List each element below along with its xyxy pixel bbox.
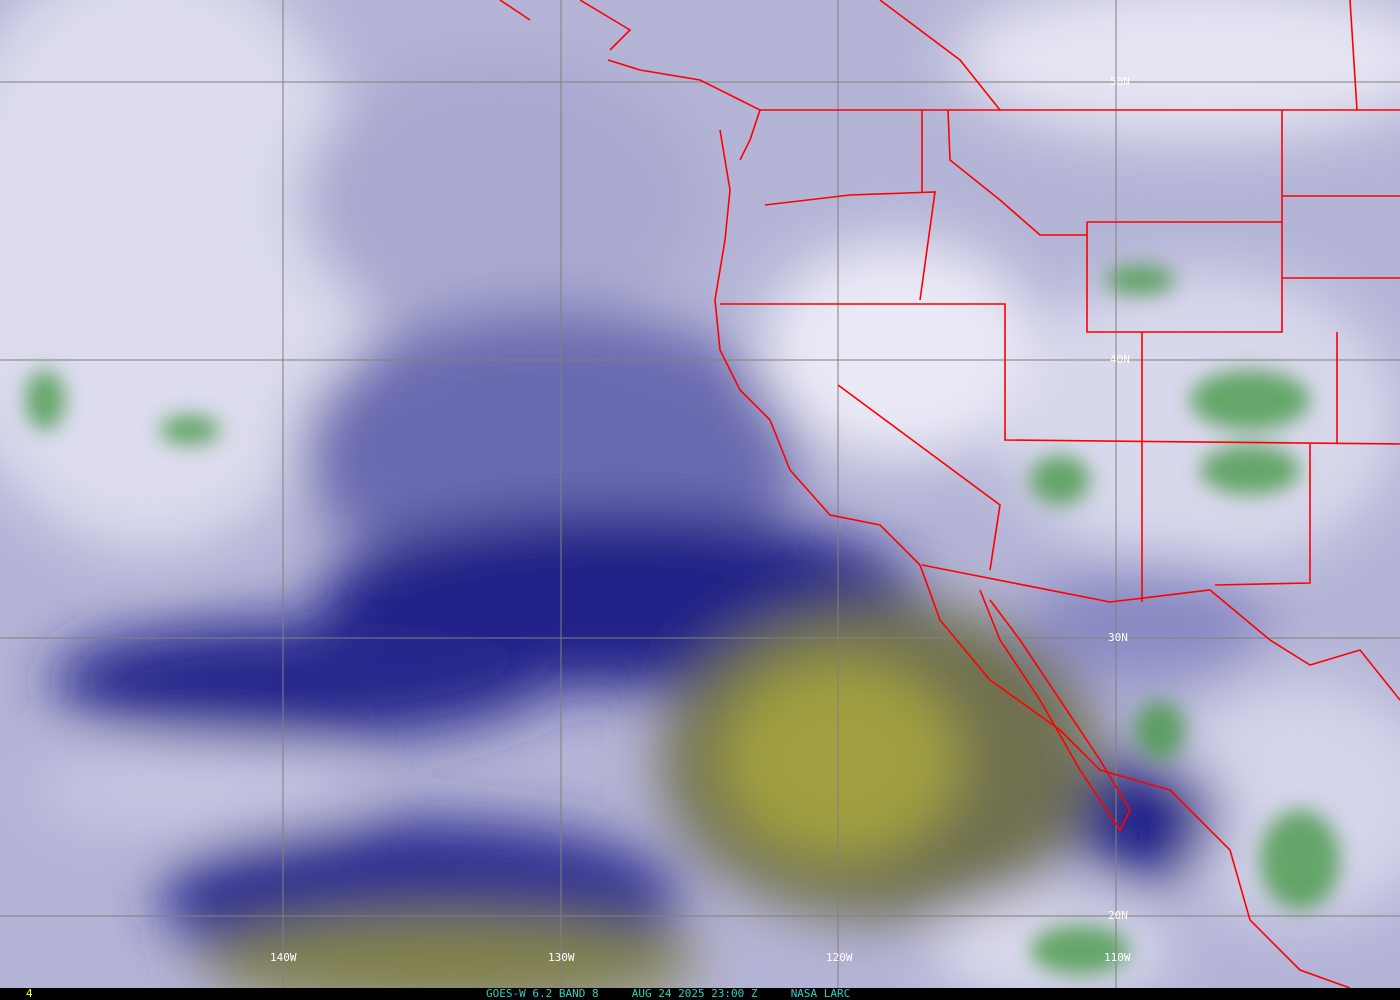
latitude-label-30n: 30N [1108,631,1128,644]
longitude-label-140w: 140W [270,951,297,964]
timestamp: AUG 24 2025 23:00 Z [631,987,758,1000]
satellite-band: GOES-W 6.2 BAND 8 [486,987,599,1000]
frame-number: 4 [26,987,33,1000]
longitude-label-130w: 130W [548,951,575,964]
caption-bar: 4 GOES-W 6.2 BAND 8 AUG 24 2025 23:00 Z … [0,988,1400,1000]
latitude-label-40n: 40N [1110,353,1130,366]
longitude-label-110w: 110W [1104,951,1131,964]
product-caption: GOES-W 6.2 BAND 8 AUG 24 2025 23:00 Z NA… [486,988,850,1000]
latitude-label-50n: 50N [1110,75,1130,88]
political-boundaries [499,0,1400,988]
longitude-label-120w: 120W [826,951,853,964]
latitude-label-20n: 20N [1108,909,1128,922]
data-source: NASA LARC [790,987,851,1000]
